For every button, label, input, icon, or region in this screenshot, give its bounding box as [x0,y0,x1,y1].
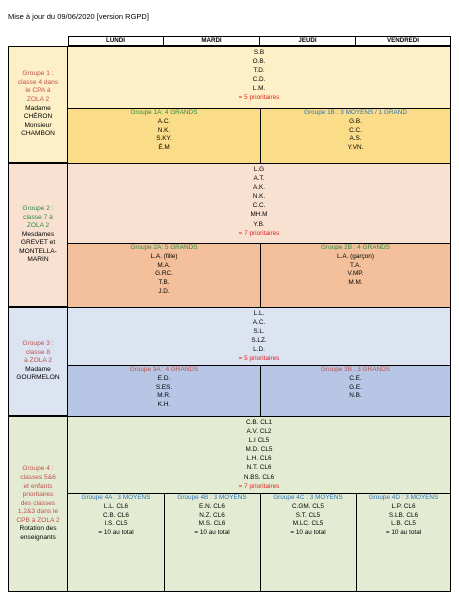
group2-label-cell: Groupe 2 : classe 7 à ZOLA 2 Mesdames GREV… [8,163,68,307]
group3b-cell: Groupe 3B : 3 GRANDS C.E. G.E. N.B. [260,366,451,401]
header-day-lundi: LUNDI [68,36,164,46]
group3a-cell: Groupe 3A : 4 GRANDS E.D. S.ES. M.R. K.H. [68,366,260,410]
group4-title: Groupe 4 : classes 5&6 et enfants priorita… [16,465,60,524]
header-day-vendredi: VENDREDI [356,36,451,46]
group4b-title: Groupe 4B : 3 MOYENS [177,494,247,501]
group2-title: Groupe 2 : classe 7 à ZOLA 2 [22,204,54,230]
group1a-cell: Groupe 1A: 4 GRANDS A.C. N.K. S.KY. É.M [68,109,260,153]
group3-label-cell: Groupe 3 : classe 8 à ZOLA 2 Madame GOURME… [8,307,68,416]
group4c-cell: Groupe 4C : 3 MOYENS C.GM. CL5 S.T. CL5 M… [260,494,356,538]
group4-priority-names: C.B. CL1 A.V. CL2 L.I CL5 M.D. CL5 L.H. CL… [68,417,450,491]
group1-title: Groupe 1 : classe 4 dans le CPA à ZOLA 2 [17,70,59,103]
group1-teacher: Madame CHÉRON Monsieur CHAMBON [21,104,55,138]
group2-teacher: Mesdames GREVET et MONTELLA- MARIN [19,230,57,264]
group2b-title: Groupe 2B : 4 GRANDS [321,244,390,251]
header-day-mardi: MARDI [164,36,260,46]
group3b-title: Groupe 3B : 3 GRANDS [321,366,390,373]
group4d-title: Groupe 4D : 3 MOYENS [368,494,439,501]
group1-priority-names: S.B O.B. T.D. C.D. L.M. = 5 prioritaires [68,47,450,103]
group3-subgroups-band [68,365,451,416]
group4-teacher: Rotation des enseignants [19,525,57,542]
group2-priority-names: L.G A.T. A.K. N.K. C.C. MH.M Y.B. = 7 prior… [68,164,450,238]
group3-priority-count: = 5 prioritaires [238,355,280,363]
group4-label-cell: Groupe 4 : classes 5&6 et enfants priorita… [8,416,68,592]
group1a-title: Groupe 1A: 4 GRANDS [130,109,198,116]
group4d-cell: Groupe 4D : 3 MOYENS L.P. CL6 S.LB. CL6 L… [356,494,451,538]
group4c-title: Groupe 4C : 3 MOYENS [273,494,343,501]
page-title: Mise à jour du 09/06/2020 [version RGPD] [8,12,149,21]
group2-priority-band: L.G A.T. A.K. N.K. C.C. MH.M Y.B. = 7 prior… [68,163,451,243]
group4-band: C.B. CL1 A.V. CL2 L.I CL5 M.D. CL5 L.H. CL… [68,416,451,592]
group1-subgroups-band [68,108,451,163]
group3-title: Groupe 3 : classe 8 à ZOLA 2 [22,340,54,365]
group2a-cell: Groupe 2A: 5 GRANDS L.A. (fille) M.A. G.R… [68,244,260,297]
group1b-cell: Groupe 1B : 3 MOYENS / 1 GRAND G.B. C.C. … [260,109,451,153]
group1-priority-count: = 5 prioritaires [238,94,280,102]
group4a-cell: Groupe 4A : 3 MOYENS L.L. CL6 C.B. CL6 I.… [68,494,164,538]
group3-priority-names: L.L. A.C. S.L. S.LZ. L.D. = 5 prioritaires [68,308,450,364]
group4-priority-count: = 7 prioritaires [238,482,280,490]
group3-priority-band: L.L. A.C. S.L. S.LZ. L.D. = 5 prioritaires [68,307,451,365]
group2b-cell: Groupe 2B : 4 GRANDS L.A. (garçon) T.A. V… [260,244,451,288]
group3-teacher: Madame GOURMELON [16,365,60,382]
group4b-cell: Groupe 4B : 3 MOYENS E.N. CL6 N.Z. CL6 M.… [164,494,260,538]
group1-label-cell: Groupe 1 : classe 4 dans le CPA à ZOLA 2 M… [8,46,68,163]
group1b-title: Groupe 1B : 3 MOYENS / 1 GRAND [304,109,407,116]
group2-subgroups-band [68,243,451,307]
header-day-jeudi: JEUDI [260,36,356,46]
group1-priority-band: S.B O.B. T.D. C.D. L.M. = 5 prioritaires [68,46,451,108]
group2a-title: Groupe 2A: 5 GRANDS [130,244,198,251]
group2-priority-count: = 7 prioritaires [238,229,280,237]
schedule-table: LUNDI MARDI JEUDI VENDREDI Groupe 1 : cla… [8,36,451,592]
group4a-title: Groupe 4A : 3 MOYENS [81,494,151,501]
group3a-title: Groupe 3A : 4 GRANDS [129,366,199,373]
